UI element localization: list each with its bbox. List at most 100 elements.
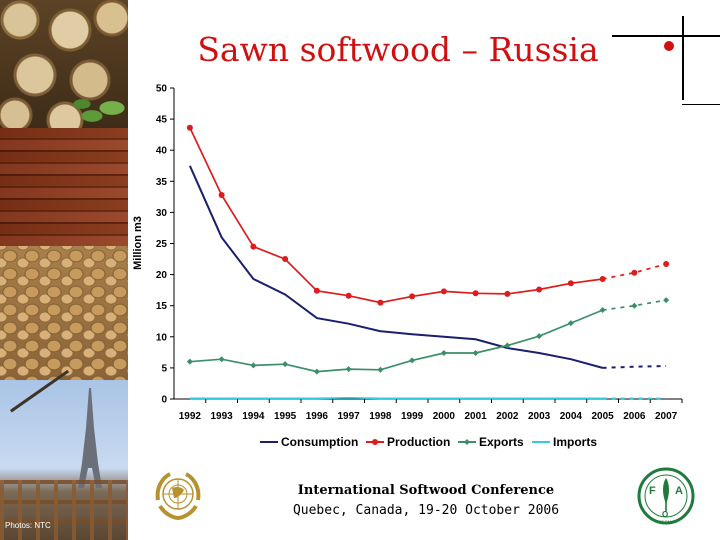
footer-conference-title: International Softwood Conference <box>297 483 555 498</box>
series-imports <box>189 396 667 400</box>
fao-motto: FIAT PANIS <box>655 519 676 524</box>
data-point-exports <box>472 349 479 356</box>
y-tick-label: 15 <box>156 301 168 312</box>
series-exports <box>186 297 670 375</box>
x-tick-label: 1997 <box>338 411 361 422</box>
y-tick-label: 0 <box>161 395 167 406</box>
data-point-production <box>313 287 320 294</box>
paris-construction-photo <box>0 369 128 540</box>
fao-letter-a: A <box>675 485 683 497</box>
data-point-exports <box>218 356 225 363</box>
data-point-exports <box>599 307 606 314</box>
legend-label-production: Production <box>387 435 450 449</box>
series-forecast-line-production <box>602 263 667 280</box>
x-tick-label: 2000 <box>433 411 456 422</box>
legend-label-imports: Imports <box>553 435 597 449</box>
y-tick-label: 45 <box>156 115 168 126</box>
data-point-exports <box>313 368 320 375</box>
crosshair-horizontal-line <box>612 35 720 37</box>
data-point-production <box>663 261 670 268</box>
y-tick-label: 35 <box>156 177 168 188</box>
data-point-production <box>631 269 638 276</box>
y-tick-label: 25 <box>156 239 168 250</box>
series-consumption <box>188 165 667 369</box>
data-point-production <box>282 256 289 263</box>
data-point-exports <box>663 297 670 304</box>
x-axis: 1992 1993 1994 1995 1996 1997 1998 1999 2000 2001… <box>174 398 683 422</box>
x-tick-label: 2004 <box>560 411 583 422</box>
x-tick-label: 1993 <box>211 411 234 422</box>
series-line-production <box>189 127 603 304</box>
data-point-exports <box>440 349 447 356</box>
fao-letter-o: O <box>662 510 668 519</box>
chart-legend: Consumption Production Exports Imports <box>260 435 597 449</box>
un-emblem-icon <box>155 472 201 521</box>
data-point-production <box>504 290 511 297</box>
planks-photo <box>0 128 128 246</box>
x-tick-label: 1998 <box>369 411 392 422</box>
series-forecast-line-consumption <box>602 365 667 369</box>
data-point-production <box>536 286 543 293</box>
data-point-exports <box>186 358 193 365</box>
slide-title: Sawn softwood – Russia <box>197 30 599 69</box>
fao-letter-f: F <box>649 485 656 497</box>
legend-label-consumption: Consumption <box>281 435 358 449</box>
photo-collage: Photos: NTC <box>0 0 128 540</box>
x-tick-label: 2002 <box>496 411 519 422</box>
x-tick-label: 1996 <box>306 411 329 422</box>
data-point-production <box>345 292 352 299</box>
data-point-exports <box>345 366 352 373</box>
data-point-production <box>440 288 447 295</box>
x-tick-label: 1994 <box>242 411 265 422</box>
fao-emblem-icon: F A O FIAT PANIS <box>637 467 695 525</box>
leaves-photo <box>72 96 128 130</box>
data-point-production <box>218 191 225 198</box>
y-tick-label: 10 <box>156 332 168 343</box>
y-tick-label: 30 <box>156 208 168 219</box>
pellets-photo <box>0 246 128 380</box>
data-point-exports <box>282 361 289 368</box>
data-point-production <box>250 243 257 250</box>
data-point-exports <box>631 302 638 309</box>
crosshair-lower-line <box>682 104 720 105</box>
x-tick-label: 1999 <box>401 411 424 422</box>
y-tick-label: 40 <box>156 146 168 157</box>
data-point-production <box>409 293 416 300</box>
data-point-production <box>186 124 193 131</box>
y-tick-label: 50 <box>156 84 168 95</box>
data-point-production <box>599 275 606 282</box>
x-tick-label: 2007 <box>655 411 678 422</box>
series-forecast-line-exports <box>602 299 667 311</box>
legend-marker-production <box>372 439 378 445</box>
corner-crosshair-decoration <box>606 14 720 110</box>
timber-frame-icon <box>0 480 128 540</box>
data-point-exports <box>250 362 257 369</box>
series-line-imports <box>189 396 603 400</box>
x-tick-label: 1995 <box>274 411 297 422</box>
series-line-exports <box>189 309 603 373</box>
data-point-exports <box>536 333 543 340</box>
x-tick-label: 2001 <box>465 411 488 422</box>
x-tick-label: 2006 <box>623 411 646 422</box>
y-tick-label: 20 <box>156 270 168 281</box>
data-point-production <box>567 280 574 287</box>
series-line-consumption <box>188 165 603 369</box>
data-point-production <box>472 290 479 297</box>
crosshair-vertical-line <box>682 16 684 100</box>
photo-credit: Photos: NTC <box>5 521 51 530</box>
eiffel-tower-icon <box>78 388 102 488</box>
data-point-exports <box>377 366 384 373</box>
y-axis-title: Million m3 <box>132 216 144 270</box>
series-production <box>186 124 670 306</box>
data-point-exports <box>567 320 574 327</box>
y-axis: 0 5 10 15 20 25 30 35 40 45 50 <box>156 84 175 406</box>
data-point-exports <box>409 357 416 364</box>
footer-conference-location: Quebec, Canada, 19-20 October 2006 <box>292 503 560 518</box>
data-point-exports <box>504 342 511 349</box>
legend-marker-exports <box>464 439 470 445</box>
series-layer <box>186 124 670 400</box>
legend-label-exports: Exports <box>479 435 524 449</box>
crosshair-dot <box>664 41 674 51</box>
x-tick-label: 2005 <box>592 411 615 422</box>
